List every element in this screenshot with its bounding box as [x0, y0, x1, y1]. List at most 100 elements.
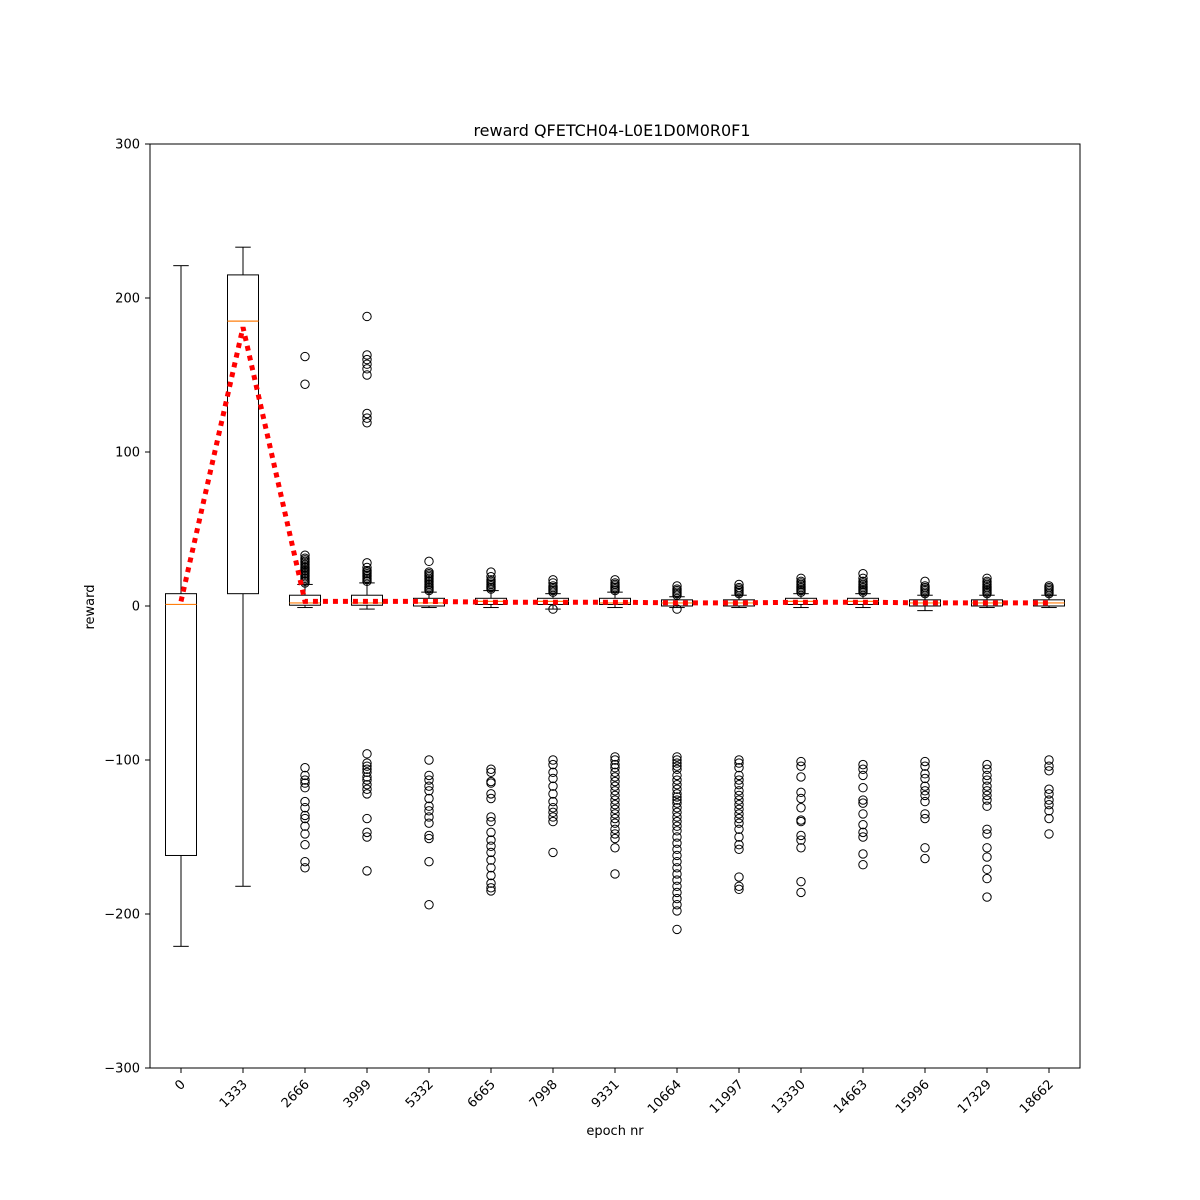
flier-point: [982, 801, 992, 811]
flier-point: [672, 924, 682, 935]
x-tick-label: 3999: [341, 1077, 375, 1111]
flier-point: [920, 781, 930, 791]
flier-point: [858, 795, 868, 805]
flier-point: [796, 816, 806, 827]
flier-point: [982, 588, 992, 599]
flier-point: [300, 803, 310, 813]
flier-point: [672, 798, 682, 808]
flier-point: [982, 829, 992, 839]
flier-point: [734, 840, 744, 850]
x-tick-label: 18662: [1017, 1077, 1057, 1117]
flier-point: [672, 893, 682, 904]
flier-point: [610, 795, 620, 805]
flier-point: [982, 852, 992, 862]
flier-point: [734, 579, 744, 590]
flier-point: [486, 878, 496, 888]
flier-point: [424, 793, 434, 804]
flier-point: [672, 869, 682, 879]
flier-point: [858, 764, 868, 774]
flier-point: [672, 807, 682, 818]
flier-point: [734, 799, 744, 810]
flier-point: [982, 781, 992, 791]
flier-point: [486, 886, 496, 896]
flier-point: [672, 906, 682, 916]
flier-point: [920, 576, 930, 587]
flier-point: [734, 779, 744, 790]
flier-point: [486, 572, 496, 582]
flier-point: [300, 829, 310, 839]
flier-point: [920, 853, 930, 864]
flier-point: [920, 756, 930, 767]
flier-point: [920, 813, 930, 824]
flier-point: [734, 795, 744, 805]
flier-point: [362, 758, 372, 768]
box-group: [661, 581, 693, 935]
flier-point: [796, 843, 806, 853]
flier-point: [300, 550, 310, 560]
flier-point: [858, 770, 868, 781]
flier-point: [1044, 755, 1054, 765]
flier-point: [610, 776, 620, 787]
flier-point: [672, 764, 682, 774]
flier-point: [858, 849, 868, 859]
flier-point: [610, 755, 620, 765]
flier-point: [1044, 829, 1054, 839]
flier-point: [548, 604, 558, 614]
flier-point: [610, 763, 620, 773]
flier-point: [672, 779, 682, 790]
flier-point: [920, 588, 930, 599]
flier-point: [796, 573, 806, 583]
x-tick-label: 5332: [403, 1077, 437, 1111]
flier-point: [982, 843, 992, 853]
flier-point: [858, 827, 868, 838]
box-group: [227, 246, 259, 887]
flier-point: [424, 556, 434, 567]
flier-point: [362, 761, 372, 771]
flier-point: [734, 758, 744, 768]
flier-point: [362, 866, 372, 876]
flier-point: [424, 786, 434, 796]
y-tick-label: 100: [115, 446, 140, 461]
x-tick-label: 6665: [465, 1077, 499, 1111]
flier-point: [672, 784, 682, 794]
box-iqr: [351, 594, 383, 606]
flier-point: [486, 863, 496, 873]
flier-point: [734, 786, 744, 796]
flier-point: [672, 844, 682, 855]
flier-point: [672, 775, 682, 785]
y-tick-label: −100: [104, 754, 140, 769]
flier-point: [672, 803, 682, 813]
y-tick-label: 300: [115, 138, 140, 153]
flier-point: [982, 786, 992, 796]
flier-point: [610, 799, 620, 810]
x-tick-label: 13330: [769, 1077, 809, 1117]
flier-point: [548, 789, 558, 799]
flier-point: [672, 832, 682, 842]
flier-point: [300, 775, 310, 785]
flier-point: [734, 881, 744, 891]
flier-point: [920, 773, 930, 784]
flier-point: [796, 835, 806, 845]
flier-point: [362, 764, 372, 774]
flier-point: [858, 783, 868, 793]
flier-point: [1044, 795, 1054, 805]
box-group: [475, 567, 507, 896]
flier-point: [424, 830, 434, 841]
flier-point: [734, 832, 744, 842]
flier-point: [672, 863, 682, 873]
flier-point: [610, 818, 620, 828]
box-iqr: [289, 594, 321, 606]
flier-point: [362, 364, 372, 374]
flier-point: [1044, 806, 1054, 816]
flier-point: [982, 770, 992, 781]
flier-point: [300, 783, 310, 793]
mean-line: [178, 326, 1049, 606]
flier-point: [672, 789, 682, 799]
flier-point: [362, 779, 372, 790]
flier-point: [672, 826, 682, 836]
flier-point: [734, 763, 744, 773]
flier-point: [672, 816, 682, 827]
flier-point: [610, 804, 620, 814]
flier-point: [734, 588, 744, 599]
flier-point: [362, 772, 372, 782]
